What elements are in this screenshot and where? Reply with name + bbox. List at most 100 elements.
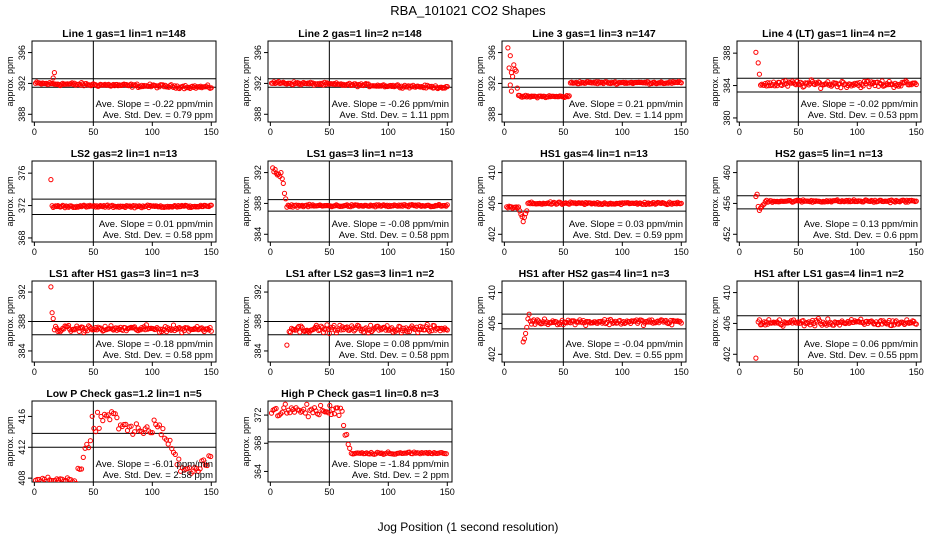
x-tick-label: 100: [615, 367, 630, 377]
y-tick-label: 388: [17, 314, 27, 329]
panel-9: LS1 after HS1 gas=3 lin=1 n=3 0 50 100 150 38…: [5, 268, 219, 377]
y-tick-label: 396: [487, 45, 497, 60]
y-tick-label: 406: [487, 196, 497, 211]
data-point: [913, 81, 919, 88]
data-point: [193, 326, 199, 332]
data-point: [284, 342, 290, 348]
data-point: [140, 83, 146, 90]
data-point: [330, 406, 336, 412]
data-point: [161, 84, 167, 90]
data-point: [523, 211, 529, 217]
data-point: [50, 316, 56, 322]
data-point: [302, 410, 308, 416]
data-point: [77, 203, 84, 209]
data-point: [444, 327, 450, 333]
data-point: [519, 214, 525, 220]
x-tick-label: 0: [32, 487, 37, 497]
y-tick-label: 384: [17, 343, 27, 358]
y-tick-label: 388: [722, 46, 732, 61]
x-tick-label: 50: [793, 127, 803, 137]
data-point: [564, 93, 570, 99]
data-point: [645, 200, 651, 206]
x-tick-label: 50: [324, 487, 334, 497]
data-point: [622, 80, 628, 86]
data-point: [331, 322, 337, 329]
data-point: [339, 408, 345, 414]
data-point: [566, 93, 572, 99]
x-tick-label: 50: [88, 247, 98, 257]
data-point: [174, 204, 180, 210]
data-point: [861, 198, 868, 204]
data-point: [201, 457, 207, 463]
slope-annotation: Ave. Slope = 0.08 ppm/min: [335, 339, 449, 350]
data-point: [520, 219, 526, 225]
panel-title: Line 1 gas=1 lin=1 n=148: [62, 28, 186, 40]
data-point: [121, 421, 127, 428]
data-point: [812, 323, 818, 329]
data-point: [375, 203, 381, 209]
data-point: [398, 202, 404, 208]
data-point: [133, 421, 139, 427]
stddev-annotation: Ave. Std. Dev. = 1.14 ppm: [573, 110, 683, 121]
panel-title: HS1 after HS2 gas=4 lin=1 n=3: [519, 268, 670, 280]
plot-frame: [736, 40, 922, 123]
data-point: [401, 84, 407, 90]
data-point: [857, 319, 863, 325]
slope-annotation: Ave. Slope = -0.08 ppm/min: [332, 219, 449, 230]
data-points: [504, 199, 684, 225]
x-tick-label: 150: [440, 247, 455, 257]
y-tick-label: 384: [253, 227, 263, 242]
data-point: [304, 401, 310, 407]
data-point: [77, 325, 84, 331]
stddev-annotation: Ave. Std. Dev. = 0.6 ppm: [813, 230, 918, 241]
plot-frame: [31, 40, 217, 123]
data-point: [443, 203, 449, 209]
x-tick-label: 150: [204, 127, 219, 137]
data-point: [866, 84, 872, 90]
x-tick-label: 150: [909, 127, 924, 137]
data-point: [390, 82, 396, 88]
stddev-annotation: Ave. Std. Dev. = 0.55 ppm: [808, 350, 918, 361]
data-point: [563, 94, 569, 100]
data-point: [96, 204, 102, 210]
x-tick-label: 0: [268, 367, 273, 377]
y-tick-label: 392: [253, 76, 263, 91]
y-axis-label: approx. ppm: [5, 416, 15, 466]
stddev-annotation: Ave. Std. Dev. = 0.58 ppm: [339, 350, 449, 361]
x-tick-label: 0: [268, 247, 273, 257]
data-point: [768, 198, 774, 204]
slope-annotation: Ave. Slope = 0.01 ppm/min: [99, 219, 213, 230]
data-point: [278, 170, 284, 176]
x-tick-label: 150: [440, 127, 455, 137]
y-tick-label: 392: [253, 165, 263, 180]
data-point: [336, 412, 342, 418]
figure-title: RBA_101021 CO2 Shapes: [390, 3, 546, 18]
y-tick-label: 372: [17, 198, 27, 213]
data-point: [798, 198, 804, 204]
data-points: [270, 165, 450, 210]
data-point: [167, 437, 173, 443]
data-point: [344, 431, 350, 438]
data-point: [87, 438, 94, 444]
data-point: [541, 93, 548, 99]
y-tick-label: 388: [253, 196, 263, 211]
data-point: [409, 84, 415, 90]
stddev-annotation: Ave. Std. Dev. = 0.58 ppm: [339, 230, 449, 241]
figure-x-axis-label: Jog Position (1 second resolution): [378, 520, 559, 534]
data-point: [850, 198, 856, 204]
data-point: [151, 417, 157, 423]
data-point: [96, 83, 102, 89]
data-point: [520, 339, 526, 345]
data-points: [753, 49, 919, 92]
data-point: [48, 284, 54, 290]
data-point: [528, 321, 535, 327]
data-point: [611, 319, 617, 326]
data-point: [100, 418, 106, 424]
x-tick-label: 100: [615, 127, 630, 137]
data-point: [879, 78, 885, 84]
data-point: [307, 79, 314, 86]
data-point: [422, 327, 428, 333]
data-point: [383, 327, 389, 333]
panel-2: Line 2 gas=1 lin=2 n=148 0 50 100 150 388 392 3…: [241, 28, 455, 137]
data-point: [756, 71, 763, 77]
